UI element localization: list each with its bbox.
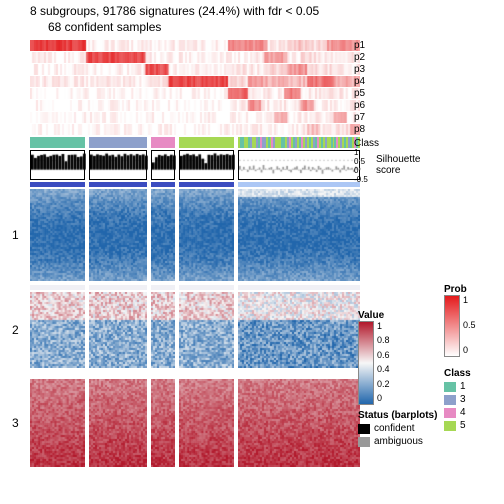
prob-label: p8 <box>354 124 365 135</box>
prob-label: p5 <box>354 88 365 99</box>
class-track <box>30 137 360 148</box>
legend-value: Value10.80.60.40.20 <box>358 310 390 405</box>
class-segment <box>89 137 147 148</box>
prob-label: p4 <box>354 76 365 87</box>
legend-status: Status (barplots)confidentambiguous <box>358 410 437 447</box>
title-line-2: 68 confident samples <box>48 20 161 34</box>
prob-label: p6 <box>354 100 365 111</box>
prob-track-p1 <box>30 40 360 51</box>
prob-label: p3 <box>354 64 365 75</box>
km-group-2: 2 <box>30 285 350 368</box>
class-segment-ambiguous <box>238 137 360 148</box>
prob-track-p2 <box>30 52 360 63</box>
legend-class: Class1345 <box>444 368 471 431</box>
silhouette-tick: 1 <box>354 148 358 157</box>
prob-label: p2 <box>354 52 365 63</box>
prob-track-p4 <box>30 76 360 87</box>
silhouette-tick: 0.5 <box>354 157 365 166</box>
prob-track-p6 <box>30 100 360 111</box>
silhouette-tick: -0.5 <box>354 175 368 184</box>
figure-root: 8 subgroups, 91786 signatures (24.4%) wi… <box>0 0 504 504</box>
silhouette-track <box>30 150 360 178</box>
class-segment <box>30 137 85 148</box>
legend-prob: Prob10.50 <box>444 284 476 357</box>
prob-track-p3 <box>30 64 360 75</box>
km-label: 1 <box>12 228 19 242</box>
prob-track-p8 <box>30 124 360 135</box>
class-segment <box>179 137 234 148</box>
prob-track-p5 <box>30 88 360 99</box>
km-label: 3 <box>12 416 19 430</box>
silhouette-label: Silhouette score <box>376 154 420 176</box>
prob-label: p7 <box>354 112 365 123</box>
km-label: 2 <box>12 323 19 337</box>
main-plot-area: 123 <box>30 40 350 467</box>
silhouette-tick: 0 <box>354 166 358 175</box>
km-group-3: 3 <box>30 372 350 467</box>
prob-label: p1 <box>354 40 365 51</box>
km-group-1: 1 <box>30 182 350 281</box>
prob-track-p7 <box>30 112 360 123</box>
class-segment <box>151 137 175 148</box>
title-line-1: 8 subgroups, 91786 signatures (24.4%) wi… <box>30 4 319 18</box>
